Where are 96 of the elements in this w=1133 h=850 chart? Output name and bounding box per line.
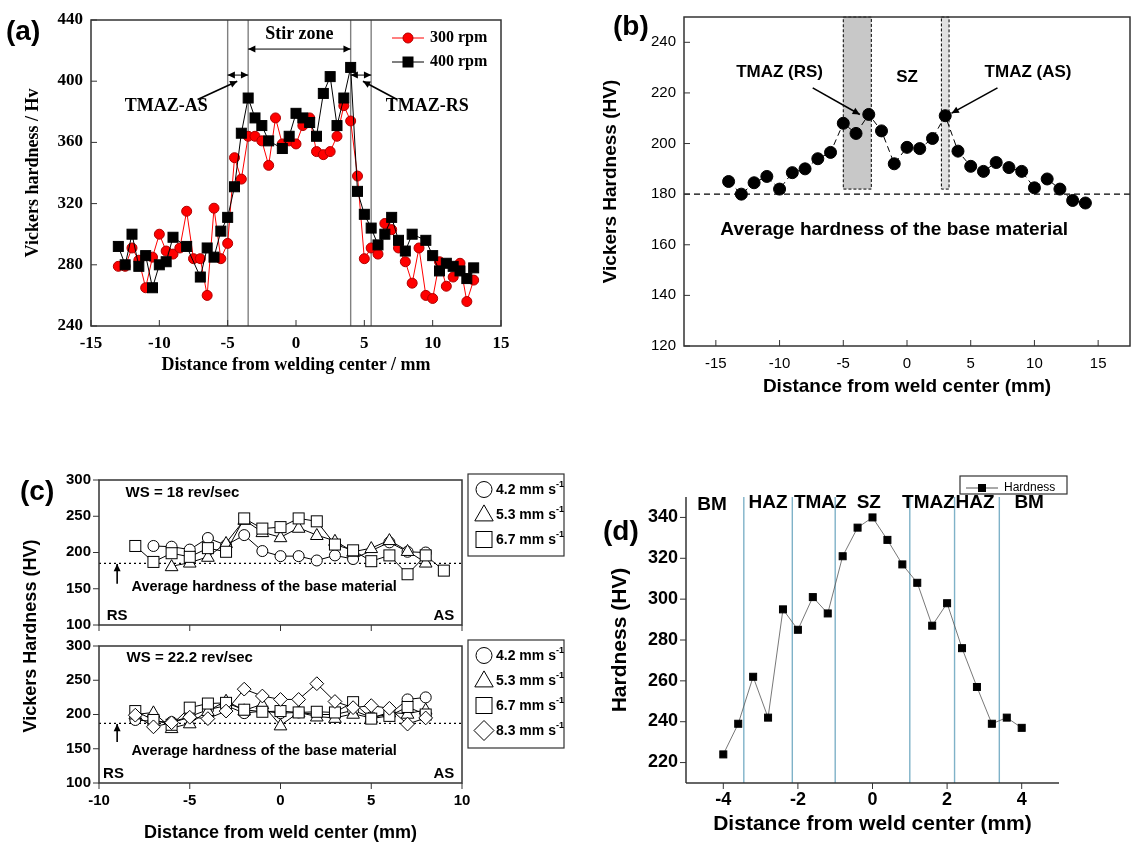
- x-tick-label: 15: [492, 333, 510, 352]
- x-tick-label: 5: [360, 333, 369, 352]
- ref-line-label: Average hardness of the base material: [720, 217, 1069, 239]
- x-tick-label: -5: [220, 333, 235, 352]
- x-tick-label: -15: [705, 354, 727, 371]
- y-axis-title: Vickers Hardness (HV): [599, 79, 620, 284]
- y-tick-label: 240: [650, 32, 676, 50]
- x-tick-label: 2: [942, 789, 953, 809]
- y-tick-label: 250: [65, 670, 91, 688]
- y-axis-title: Vickers Hardness (HV): [20, 539, 40, 733]
- x-tick-label: 0: [902, 354, 912, 371]
- x-tick-label: 0: [276, 791, 285, 808]
- x-tick-label: -2: [789, 789, 806, 809]
- y-tick-label: 150: [65, 578, 91, 596]
- y-tick-label: 200: [650, 133, 676, 151]
- x-tick-label: 5: [966, 354, 975, 371]
- chart-title: (b): [613, 10, 649, 41]
- y-tick-label: 300: [65, 635, 91, 653]
- y-tick-label: 150: [65, 738, 91, 756]
- y-tick-label: 240: [57, 314, 83, 334]
- y-axis-title: Vickers hardness / Hv: [22, 88, 42, 258]
- annotation: TMAZ-RS: [385, 95, 469, 116]
- x-tick-label: -10: [148, 333, 171, 352]
- annotation: TMAZ: [793, 491, 848, 513]
- x-tick-label: -5: [836, 354, 850, 371]
- x-tick-label: 15: [1089, 354, 1107, 371]
- legend-label: 300 rpm: [430, 27, 488, 46]
- y-tick-label: 360: [57, 131, 83, 151]
- y-tick-label: 160: [650, 234, 676, 252]
- legend-label: 5.3 mm s$^{-1}$: [496, 669, 565, 688]
- x-tick-label: 10: [424, 333, 442, 352]
- annotation: AS: [433, 605, 455, 623]
- y-tick-label: 180: [650, 184, 676, 202]
- legend-label: 4.2 mm s$^{-1}$: [496, 478, 565, 497]
- legend-label: 6.7 mm s$^{-1}$: [496, 694, 565, 713]
- annotation: HAZ: [955, 491, 995, 513]
- y-tick-label: 280: [647, 628, 678, 649]
- x-axis-title: Distance from weld center (mm): [143, 822, 418, 842]
- y-tick-label: 280: [57, 253, 83, 273]
- x-tick-label: 10: [453, 791, 471, 808]
- y-tick-label: 250: [65, 506, 91, 524]
- x-axis-title: Distance from weld center (mm): [713, 811, 1032, 834]
- y-tick-label: 320: [647, 547, 678, 568]
- y-tick-label: 220: [647, 751, 678, 772]
- annotation: TMAZ (AS): [984, 62, 1072, 82]
- annotation: SZ: [896, 67, 918, 87]
- chart-title: (a): [6, 15, 41, 46]
- y-tick-label: 400: [57, 70, 83, 90]
- annotation: WS = 18 rev/sec: [125, 483, 240, 501]
- y-tick-label: 200: [65, 704, 91, 722]
- annotation: RS: [106, 605, 128, 623]
- y-tick-label: 320: [57, 192, 83, 212]
- annotation: TMAZ (RS): [736, 62, 824, 82]
- y-tick-label: 440: [57, 8, 83, 28]
- x-tick-label: 10: [1026, 354, 1043, 371]
- x-tick-label: 5: [367, 791, 376, 808]
- x-tick-label: -4: [715, 789, 732, 809]
- y-tick-label: 120: [650, 335, 676, 353]
- ref-line-label: Average hardness of the base material: [131, 578, 397, 595]
- annotation: AS: [433, 764, 455, 782]
- x-tick-label: 0: [291, 333, 301, 352]
- y-tick-label: 200: [65, 542, 91, 560]
- legend-label: 4.2 mm s$^{-1}$: [496, 644, 565, 663]
- annotation: SZ: [856, 491, 882, 513]
- annotation: BM: [697, 493, 727, 515]
- y-tick-label: 340: [647, 506, 678, 527]
- text: (d): [603, 515, 639, 546]
- x-axis-title: Distance from welding center / mm: [161, 354, 431, 374]
- y-tick-label: 220: [650, 82, 676, 100]
- y-tick-label: 140: [650, 285, 676, 303]
- y-tick-label: 100: [65, 772, 91, 790]
- x-tick-label: 4: [1016, 789, 1027, 809]
- annotation: HAZ: [748, 491, 788, 513]
- ref-line-label: Average hardness of the base material: [131, 741, 397, 758]
- legend-label: 400 rpm: [430, 51, 488, 70]
- y-tick-label: 240: [647, 710, 678, 731]
- annotation: Stir zone: [265, 23, 334, 44]
- x-tick-label: 0: [867, 789, 878, 809]
- y-axis-title: Hardness (HV): [607, 567, 630, 713]
- annotation: TMAZ-AS: [124, 95, 208, 116]
- annotation: WS = 22.2 rev/sec: [126, 648, 253, 666]
- x-tick-label: -5: [183, 791, 197, 808]
- legend-label: 5.3 mm s$^{-1}$: [496, 503, 565, 522]
- y-tick-label: 260: [647, 669, 678, 690]
- legend-label: 6.7 mm s$^{-1}$: [496, 528, 565, 547]
- x-tick-label: -15: [79, 333, 103, 352]
- annotation: RS: [103, 764, 124, 782]
- legend-label: 8.3 mm s$^{-1}$: [496, 719, 565, 738]
- y-tick-label: 300: [647, 587, 678, 608]
- annotation: TMAZ: [902, 491, 956, 513]
- x-tick-label: -10: [768, 354, 791, 371]
- y-tick-label: 100: [65, 614, 91, 632]
- y-tick-label: 300: [65, 469, 91, 487]
- chart-title: (c): [20, 475, 55, 506]
- x-axis-title: Distance from weld center (mm): [762, 375, 1052, 396]
- x-tick-label: -10: [88, 791, 110, 808]
